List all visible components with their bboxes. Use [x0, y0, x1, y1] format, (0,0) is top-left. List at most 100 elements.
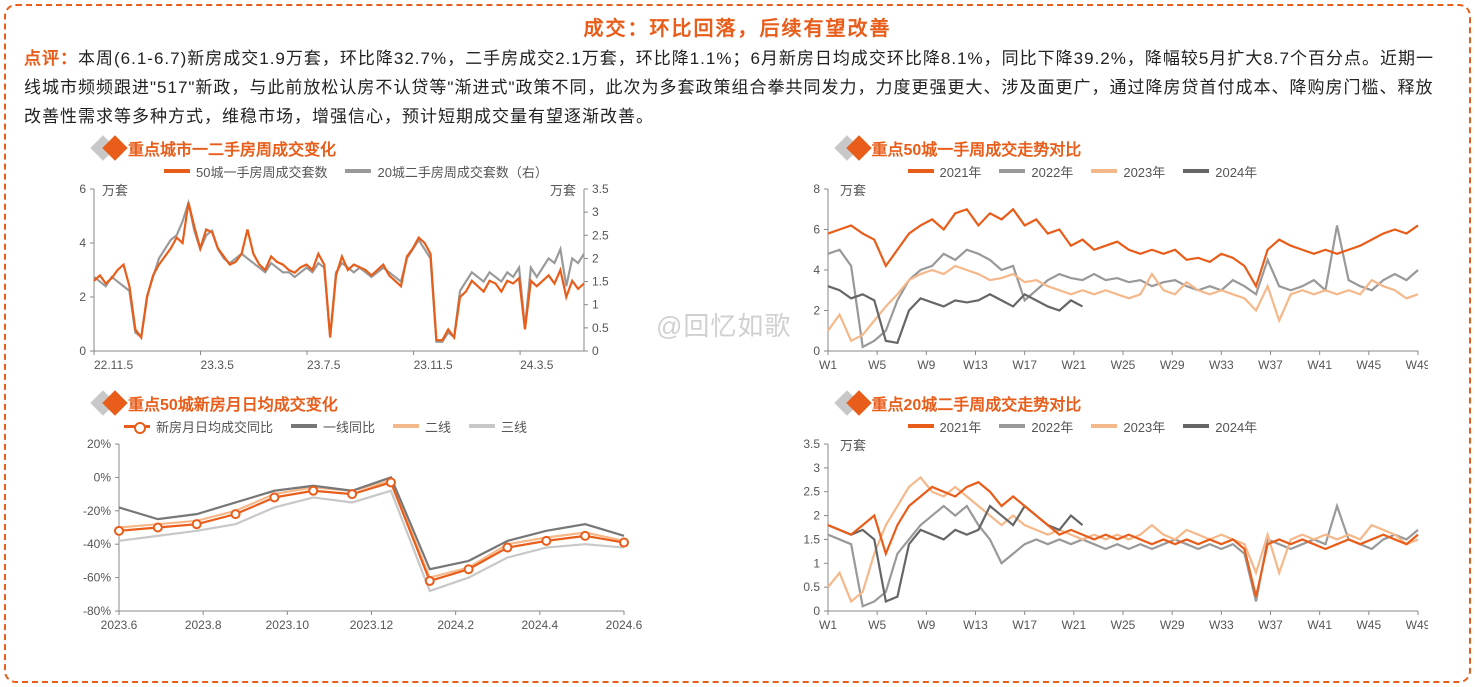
chart-50city-new: 重点50城一手周成交走势对比 2021年 2022年 2023年 2024年 0… — [768, 136, 1452, 391]
svg-text:万套: 万套 — [102, 183, 128, 198]
svg-text:23.7.5: 23.7.5 — [307, 358, 341, 372]
chart3-title: 重点50城新房月日均成交变化 — [128, 391, 338, 415]
svg-text:W17: W17 — [1012, 358, 1037, 372]
svg-text:W49: W49 — [1405, 358, 1427, 372]
svg-text:0: 0 — [592, 344, 599, 358]
legend-item: 2022年 — [999, 162, 1073, 181]
svg-text:2: 2 — [813, 303, 820, 317]
svg-text:2023.8: 2023.8 — [185, 618, 222, 632]
svg-text:3: 3 — [813, 461, 820, 475]
chart4-legend: 2021年 2022年 2023年 2024年 — [908, 417, 1452, 436]
svg-text:W45: W45 — [1356, 358, 1381, 372]
svg-text:-80%: -80% — [83, 604, 111, 618]
chart-monthly-yoy: 重点50城新房月日均成交变化 新房月日均成交同比 一线同比 二线 三线 -80%… — [24, 391, 708, 646]
svg-text:W33: W33 — [1208, 618, 1233, 632]
legend-item: 二线 — [393, 417, 451, 436]
svg-text:W9: W9 — [917, 618, 935, 632]
legend-item: 20城二手房周成交套数（右） — [345, 162, 547, 181]
svg-text:W37: W37 — [1258, 618, 1283, 632]
svg-text:W1: W1 — [819, 618, 837, 632]
svg-text:2024.2: 2024.2 — [437, 618, 474, 632]
svg-text:W21: W21 — [1061, 618, 1086, 632]
svg-text:W9: W9 — [917, 358, 935, 372]
main-title: 成交：环比回落，后续有望改善 — [24, 12, 1451, 41]
svg-text:20%: 20% — [87, 437, 111, 451]
svg-text:8: 8 — [813, 182, 820, 196]
svg-text:1.5: 1.5 — [803, 532, 820, 546]
svg-text:1: 1 — [813, 556, 820, 570]
svg-text:W29: W29 — [1159, 618, 1184, 632]
legend-item: 三线 — [469, 417, 527, 436]
legend-item: 2021年 — [908, 162, 982, 181]
report-container: 成交：环比回落，后续有望改善 点评：本周(6.1-6.7)新房成交1.9万套，环… — [4, 4, 1471, 683]
svg-text:0.5: 0.5 — [592, 321, 609, 335]
chart1-header: 重点城市一二手房周成交变化 — [94, 136, 708, 160]
chart4-title: 重点20城二手周成交走势对比 — [872, 391, 1082, 415]
svg-text:W25: W25 — [1110, 618, 1135, 632]
legend-item: 2024年 — [1183, 417, 1257, 436]
svg-text:万套: 万套 — [840, 183, 866, 198]
svg-text:W5: W5 — [868, 618, 886, 632]
legend-item: 2023年 — [1091, 162, 1165, 181]
chart1-legend: 50城一手房周成交套数 20城二手房周成交套数（右） — [164, 162, 708, 181]
svg-text:22.11.5: 22.11.5 — [94, 358, 133, 372]
svg-text:23.3.5: 23.3.5 — [201, 358, 235, 372]
chart-weekly-trans: 重点城市一二手房周成交变化 50城一手房周成交套数 20城二手房周成交套数（右）… — [24, 136, 708, 391]
svg-text:2: 2 — [813, 508, 820, 522]
svg-text:1.5: 1.5 — [592, 274, 609, 288]
svg-text:W45: W45 — [1356, 618, 1381, 632]
svg-text:2: 2 — [592, 251, 599, 265]
svg-text:W21: W21 — [1061, 358, 1086, 372]
svg-text:3.5: 3.5 — [803, 437, 820, 451]
chart3-plot: -80%-60%-40%-20%0%20%2023.62023.82023.10… — [24, 436, 644, 636]
svg-text:0: 0 — [813, 604, 820, 618]
svg-text:W49: W49 — [1405, 618, 1427, 632]
chart1-plot: 0 2 4 6 0 0.5 1 1.5 2 2.5 3 3.5 万套 万套 22.11.5 23.3.5 23.… — [24, 181, 644, 376]
svg-text:4: 4 — [813, 263, 820, 277]
svg-text:万套: 万套 — [550, 183, 576, 198]
svg-text:0.5: 0.5 — [803, 580, 820, 594]
legend-item: 2024年 — [1183, 162, 1257, 181]
svg-text:W37: W37 — [1258, 358, 1283, 372]
svg-text:W25: W25 — [1110, 358, 1135, 372]
svg-text:W33: W33 — [1208, 358, 1233, 372]
svg-text:0: 0 — [79, 344, 86, 358]
svg-text:W41: W41 — [1307, 358, 1332, 372]
svg-text:3.5: 3.5 — [592, 182, 609, 196]
svg-text:1: 1 — [592, 297, 599, 311]
legend-item: 2021年 — [908, 417, 982, 436]
chart1-title: 重点城市一二手房周成交变化 — [128, 136, 336, 160]
chart3-legend: 新房月日均成交同比 一线同比 二线 三线 — [124, 417, 708, 436]
commentary-block: 点评：本周(6.1-6.7)新房成交1.9万套，环比降32.7%，二手房成交2.… — [24, 45, 1451, 132]
svg-text:W13: W13 — [963, 358, 988, 372]
svg-text:2: 2 — [79, 290, 86, 304]
svg-text:万套: 万套 — [840, 438, 866, 453]
legend-item: 2023年 — [1091, 417, 1165, 436]
svg-text:W29: W29 — [1159, 358, 1184, 372]
svg-text:23.11.5: 23.11.5 — [414, 358, 453, 372]
chart-20city-resale: 重点20城二手周成交走势对比 2021年 2022年 2023年 2024年 0… — [768, 391, 1452, 646]
legend-item: 新房月日均成交同比 — [124, 417, 273, 436]
commentary-text: 本周(6.1-6.7)新房成交1.9万套，环比降32.7%，二手房成交2.1万套… — [24, 49, 1434, 126]
svg-text:6: 6 — [813, 222, 820, 236]
chart3-header: 重点50城新房月日均成交变化 — [94, 391, 708, 415]
chart2-legend: 2021年 2022年 2023年 2024年 — [908, 162, 1452, 181]
svg-text:2024.4: 2024.4 — [521, 618, 558, 632]
svg-text:2.5: 2.5 — [592, 228, 609, 242]
legend-item: 2022年 — [999, 417, 1073, 436]
svg-text:W13: W13 — [963, 618, 988, 632]
svg-text:-20%: -20% — [83, 503, 111, 517]
svg-text:4: 4 — [79, 236, 86, 250]
svg-text:W1: W1 — [819, 358, 837, 372]
commentary-label: 点评： — [24, 49, 78, 68]
svg-text:2024.6: 2024.6 — [606, 618, 643, 632]
charts-grid: 重点城市一二手房周成交变化 50城一手房周成交套数 20城二手房周成交套数（右）… — [24, 136, 1451, 646]
svg-text:3: 3 — [592, 205, 599, 219]
svg-text:0: 0 — [813, 344, 820, 358]
svg-text:24.3.5: 24.3.5 — [520, 358, 554, 372]
svg-text:6: 6 — [79, 182, 86, 196]
svg-text:2023.6: 2023.6 — [101, 618, 138, 632]
chart4-plot: 00.511.522.533.5万套W1W5W9W13W17W21W25W29W… — [768, 436, 1428, 636]
svg-text:W41: W41 — [1307, 618, 1332, 632]
chart2-title: 重点50城一手周成交走势对比 — [872, 136, 1082, 160]
